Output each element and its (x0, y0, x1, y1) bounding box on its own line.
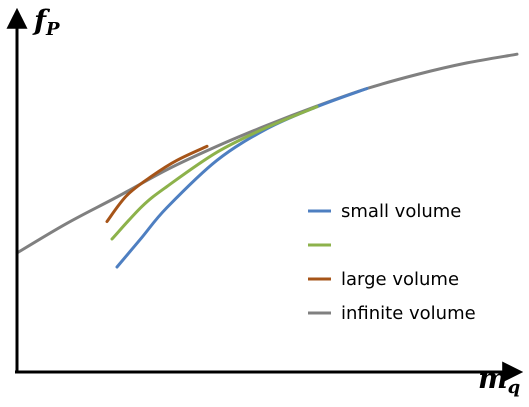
series-line-unlabeled-1 (110, 105, 319, 241)
y-axis-label: fP (32, 4, 60, 40)
legend-label-infinite-volume: infinite volume (341, 303, 476, 324)
y-axis-label-subscript: P (45, 19, 60, 40)
series-line-infinite-volume (15, 52, 519, 255)
legend-label-large-volume: large volume (341, 269, 459, 290)
x-axis-label-subscript: q (508, 377, 521, 398)
legend: small volume large volume infinite volume (308, 201, 476, 324)
legend-label-small-volume: small volume (341, 201, 461, 222)
plot-area (15, 52, 519, 269)
x-axis-label: mq (478, 362, 520, 398)
series-line-large-volume (105, 144, 209, 223)
